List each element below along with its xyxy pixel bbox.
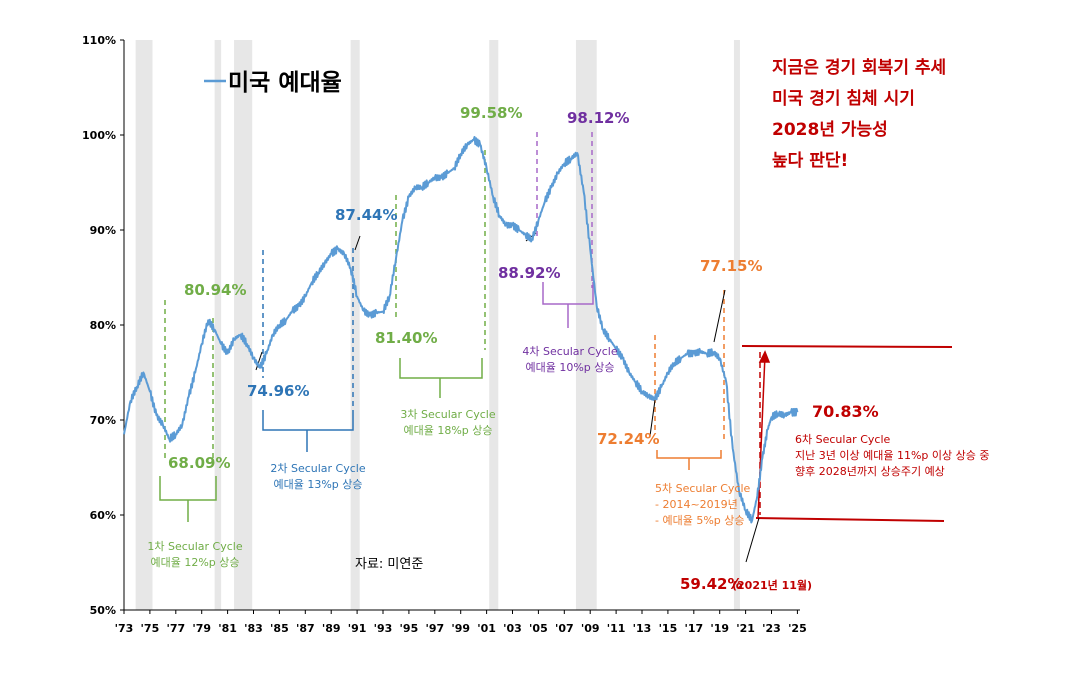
- x-tick-label: '09: [581, 622, 600, 635]
- y-tick-label: 90%: [90, 224, 116, 237]
- source-note: 자료: 미연준: [355, 557, 423, 572]
- c6-low-note: (2021년 11월): [732, 578, 812, 592]
- pointer-72: [649, 399, 656, 437]
- x-tick-label: '13: [633, 622, 652, 635]
- x-tick-label: '23: [762, 622, 781, 635]
- recession-band-1: [214, 40, 222, 610]
- recession-band-3: [350, 40, 360, 610]
- c1-title: 1차 Secular Cycle: [147, 540, 242, 553]
- x-tick-label: '17: [684, 622, 703, 635]
- headline-line-2: 미국 경기 침체 시기: [772, 88, 915, 109]
- c6-high-label: 70.83%: [812, 402, 879, 421]
- x-tick-label: '91: [348, 622, 367, 635]
- headline-line-4: 높다 판단!: [772, 151, 848, 171]
- c5-low-label: 72.24%: [597, 430, 659, 448]
- c5-high-label: 77.15%: [700, 257, 762, 275]
- x-tick-label: '75: [141, 622, 160, 635]
- y-tick-label: 50%: [90, 604, 116, 617]
- x-tick-label: '87: [296, 622, 315, 635]
- c1-high-label: 80.94%: [184, 281, 246, 299]
- c5-sub2: - 예대율 5%p 상승: [655, 514, 745, 527]
- x-tick-label: '07: [555, 622, 574, 635]
- x-tick-label: '97: [425, 622, 444, 635]
- pointer-87: [354, 235, 361, 251]
- c5-title: 5차 Secular Cycle: [655, 482, 750, 495]
- c2-high-label: 87.44%: [335, 206, 397, 224]
- recession-band-4: [489, 40, 499, 610]
- c2-title: 2차 Secular Cycle: [270, 462, 365, 475]
- x-axis: '73 '75 '77 '79 '81 '83 '85 '87 '89 '91 '93 '95 '97 '…: [115, 610, 807, 635]
- c5-bracket: [656, 450, 722, 470]
- c3-title: 3차 Secular Cycle: [400, 408, 495, 421]
- x-tick-label: '81: [218, 622, 237, 635]
- x-tick-label: '73: [115, 622, 134, 635]
- c6-title: 6차 Secular Cycle: [795, 433, 890, 446]
- pointer-74: [255, 351, 263, 371]
- c6-arrow: [757, 354, 766, 519]
- y-axis: 50% 60% 70% 80% 90% 100% 110%: [82, 34, 124, 617]
- x-tick-label: '99: [451, 622, 470, 635]
- x-tick-label: '83: [244, 622, 263, 635]
- pointer-59: [745, 517, 760, 563]
- pointer-77: [713, 289, 726, 343]
- c3-high-label: 99.58%: [460, 104, 522, 122]
- c4-low-label: 88.92%: [498, 264, 560, 282]
- x-tick-label: '11: [607, 622, 626, 635]
- x-tick-label: '03: [503, 622, 522, 635]
- c6-bottom-line: [755, 517, 945, 522]
- x-tick-label: '15: [659, 622, 678, 635]
- x-tick-label: '95: [400, 622, 419, 635]
- c6-sub2: 향후 2028년까지 상승주기 예상: [795, 465, 945, 478]
- c1-bracket: [159, 476, 217, 522]
- x-tick-label: '77: [166, 622, 185, 635]
- y-tick-label: 70%: [90, 414, 116, 427]
- headline-line-1: 지금은 경기 회복기 추세: [772, 58, 946, 78]
- c3-sub: 예대율 18%p 상승: [403, 424, 492, 437]
- recession-band-6: [733, 40, 740, 610]
- c4-high-label: 98.12%: [567, 109, 629, 127]
- x-tick-label: '05: [529, 622, 548, 635]
- c3-bracket: [399, 358, 483, 398]
- c2-sub: 예대율 13%p 상승: [273, 478, 362, 491]
- x-tick-label: '79: [192, 622, 211, 635]
- c6-sub1: 지난 3년 이상 예대율 11%p 이상 상승 중: [795, 449, 989, 462]
- c1-sub: 예대율 12%p 상승: [150, 556, 239, 569]
- legend-label: 미국 예대율: [228, 70, 342, 96]
- c6-low-label: 59.42%: [680, 575, 742, 593]
- c4-bracket: [542, 282, 594, 328]
- x-tick-label: '01: [477, 622, 496, 635]
- recession-band-2: [234, 40, 253, 610]
- c4-sub: 예대율 10%p 상승: [525, 361, 614, 374]
- x-tick-label: '19: [710, 622, 729, 635]
- recession-bands: [135, 40, 740, 610]
- series-line-us-loan-deposit-ratio: [123, 136, 799, 524]
- c6-top-line: [741, 345, 953, 348]
- y-tick-label: 110%: [82, 34, 116, 47]
- c5-sub1: - 2014~2019년: [655, 498, 738, 511]
- x-tick-label: '93: [374, 622, 393, 635]
- x-tick-label: '25: [788, 622, 807, 635]
- c2-low-label: 74.96%: [247, 382, 309, 400]
- recession-band-0: [135, 40, 153, 610]
- c3-low-label: 81.40%: [375, 329, 437, 347]
- c1-low-label: 68.09%: [168, 454, 230, 472]
- c2-bracket: [262, 410, 354, 452]
- y-tick-label: 100%: [82, 129, 116, 142]
- y-tick-label: 60%: [90, 509, 116, 522]
- c4-title: 4차 Secular Cycle: [522, 345, 617, 358]
- x-tick-label: '85: [270, 622, 289, 635]
- c6-arrowhead: [758, 350, 771, 363]
- x-tick-label: '89: [322, 622, 341, 635]
- y-tick-label: 80%: [90, 319, 116, 332]
- x-tick-label: '21: [736, 622, 755, 635]
- headline-line-3: 2028년 가능성: [772, 120, 888, 140]
